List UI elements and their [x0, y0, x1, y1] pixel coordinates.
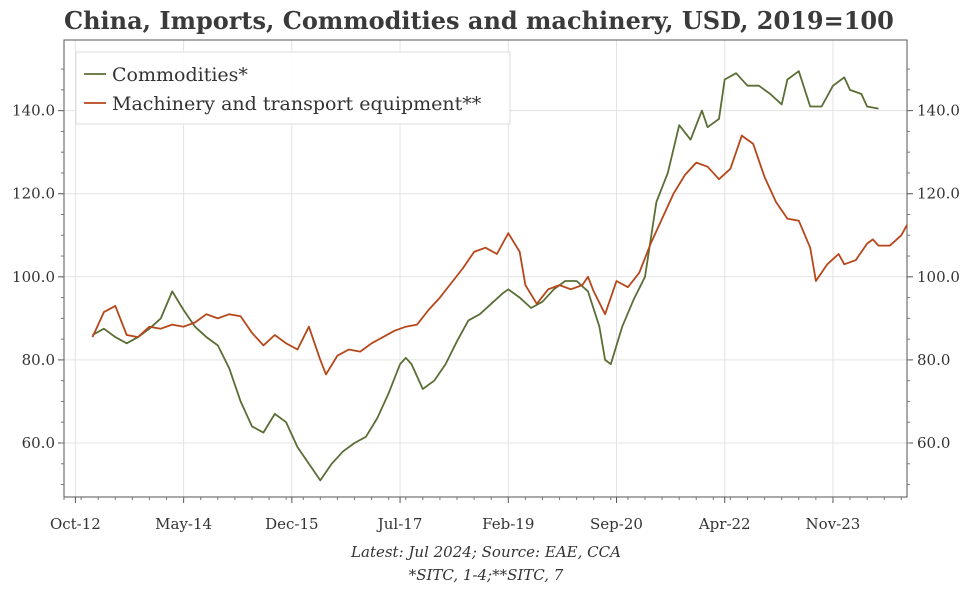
chart-title: China, Imports, Commodities and machiner… [64, 6, 894, 35]
y-tick-label-left: 120.0 [12, 185, 55, 203]
series-lines [91, 70, 908, 482]
y-tick-label-right: 80.0 [917, 351, 950, 369]
x-tick-label: Oct-12 [50, 515, 101, 533]
legend: Commodities* Machinery and transport equi… [75, 51, 511, 125]
footnote-source: Latest: Jul 2024; Source: EAE, CCA [351, 543, 621, 561]
y-tick-label-right: 140.0 [917, 102, 960, 120]
axis-ticks: Oct-12 May-14 Dec-15 Jul-17 Feb-19 Sep-20 Apr-… [12, 68, 960, 533]
y-tick-label-right: 100.0 [917, 268, 960, 286]
series-line-machinery [91, 134, 908, 376]
y-tick-label-right: 60.0 [917, 434, 950, 452]
y-tick-label-left: 140.0 [12, 102, 55, 120]
x-tick-label: Feb-19 [482, 515, 534, 533]
x-tick-label: Jul-17 [376, 515, 423, 533]
x-tick-label: Sep-20 [590, 515, 643, 533]
footnote-sitc: *SITC, 1-4;**SITC, 7 [408, 566, 564, 584]
legend-box [75, 51, 511, 125]
plot-frame [63, 39, 908, 498]
x-tick-label: Apr-22 [698, 515, 751, 533]
y-tick-label-left: 100.0 [12, 268, 55, 286]
x-tick-label: Dec-15 [265, 515, 318, 533]
x-tick-label: Nov-23 [806, 515, 861, 533]
y-tick-label-left: 80.0 [22, 351, 55, 369]
x-tick-label: May-14 [155, 515, 212, 533]
legend-label: Machinery and transport equipment** [112, 93, 482, 115]
y-tick-label-right: 120.0 [917, 185, 960, 203]
legend-label: Commodities* [112, 64, 248, 86]
y-tick-label-left: 60.0 [22, 434, 55, 452]
series-line-commodities [92, 70, 879, 482]
line-chart: Oct-12 May-14 Dec-15 Jul-17 Feb-19 Sep-20 Apr-… [12, 39, 960, 533]
